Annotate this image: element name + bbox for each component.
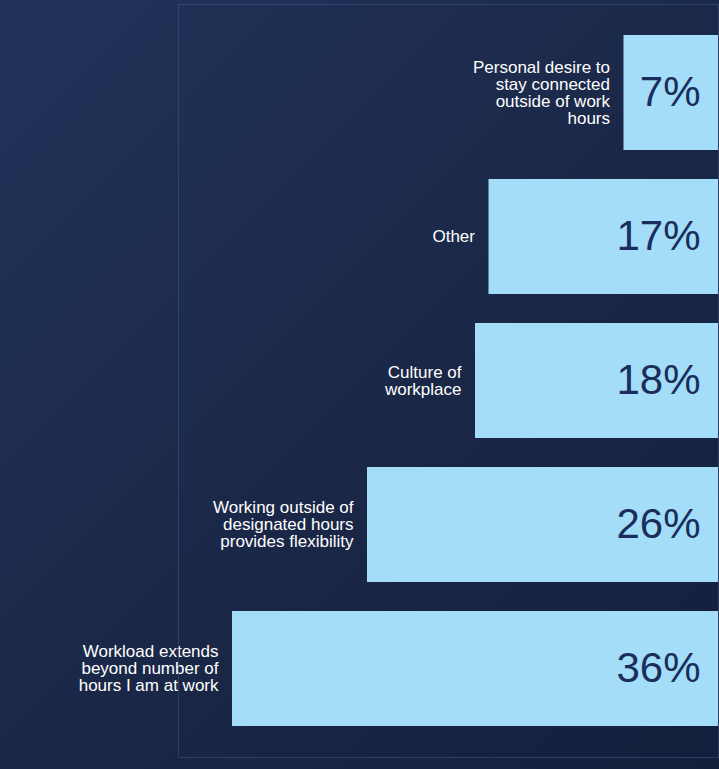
svg-text:Personal desire tostay connect: Personal desire tostay connectedoutside … (473, 58, 611, 128)
svg-text:7%: 7% (640, 68, 701, 115)
svg-text:Workload extendsbeyond number: Workload extendsbeyond number ofhours I … (79, 642, 219, 695)
svg-text:Other: Other (432, 227, 475, 246)
svg-text:36%: 36% (616, 644, 700, 691)
svg-text:Working outside ofdesignated h: Working outside ofdesignated hoursprovid… (213, 498, 354, 551)
svg-text:Culture ofworkplace: Culture ofworkplace (384, 363, 462, 399)
svg-text:17%: 17% (616, 212, 700, 259)
svg-text:26%: 26% (616, 500, 700, 547)
svg-text:18%: 18% (616, 356, 700, 403)
